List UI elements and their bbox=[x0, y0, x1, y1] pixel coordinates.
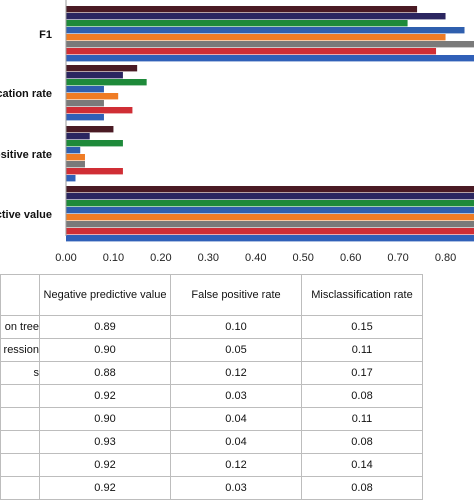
table-cell: 0.05 bbox=[170, 338, 302, 362]
bar-3-3 bbox=[66, 214, 474, 221]
table-cell: 0.10 bbox=[170, 315, 302, 339]
table-cell-model: s bbox=[0, 361, 40, 385]
x-tick-label-5: 0.50 bbox=[292, 252, 313, 264]
bar-chart: F1 ication rate ositive rate ictive value 0… bbox=[0, 0, 474, 264]
x-tick-label-6: 0.60 bbox=[340, 252, 361, 264]
table-cell: 0.04 bbox=[170, 430, 302, 454]
bar-2-6 bbox=[66, 133, 90, 140]
bar-2-4 bbox=[66, 147, 81, 154]
table-cell: 0.03 bbox=[170, 476, 302, 500]
table-row: 0.92 0.03 0.08 bbox=[0, 476, 423, 500]
table-cell: 0.93 bbox=[39, 430, 171, 454]
table-cell: 0.90 bbox=[39, 407, 171, 431]
bar-0-5 bbox=[66, 20, 408, 27]
table-cell: 0.08 bbox=[301, 476, 423, 500]
bar-0-6 bbox=[66, 13, 446, 20]
metrics-table: Negative predictive value False positive… bbox=[0, 274, 423, 500]
table-cell: 0.04 bbox=[170, 407, 302, 431]
table-cell: 0.11 bbox=[301, 407, 423, 431]
bar-2-2 bbox=[66, 161, 85, 168]
x-tick-label-4: 0.40 bbox=[245, 252, 266, 264]
bar-3-6 bbox=[66, 193, 474, 200]
bar-1-2 bbox=[66, 100, 104, 107]
bar-3-2 bbox=[66, 221, 474, 228]
table-row: 0.90 0.04 0.11 bbox=[0, 407, 423, 431]
table-row: 0.92 0.03 0.08 bbox=[0, 384, 423, 408]
table-cell: 0.89 bbox=[39, 315, 171, 339]
bar-1-4 bbox=[66, 86, 104, 93]
bar-1-1 bbox=[66, 107, 133, 114]
table-cell-model bbox=[0, 476, 40, 500]
category-label-3: ictive value bbox=[0, 209, 52, 221]
table-cell: 0.14 bbox=[301, 453, 423, 477]
table-cell: 0.92 bbox=[39, 453, 171, 477]
bar-1-5 bbox=[66, 79, 147, 86]
x-tick-label-3: 0.30 bbox=[198, 252, 219, 264]
x-tick-label-1: 0.10 bbox=[103, 252, 124, 264]
bar-3-1 bbox=[66, 228, 474, 235]
bar-1-7 bbox=[66, 65, 138, 72]
table-cell: 0.08 bbox=[301, 430, 423, 454]
table-header-model bbox=[0, 274, 40, 316]
bar-2-7 bbox=[66, 126, 114, 133]
table-header-npv: Negative predictive value bbox=[39, 274, 171, 316]
table-header-fpr: False positive rate bbox=[170, 274, 302, 316]
table-cell: 0.92 bbox=[39, 476, 171, 500]
x-tick-label-2: 0.20 bbox=[150, 252, 171, 264]
bar-1-3 bbox=[66, 93, 119, 100]
bar-2-3 bbox=[66, 154, 85, 161]
table-cell-model: ression bbox=[0, 338, 40, 362]
table-cell: 0.90 bbox=[39, 338, 171, 362]
category-label-2: ositive rate bbox=[0, 149, 52, 161]
table-cell: 0.08 bbox=[301, 384, 423, 408]
x-tick-labels: 0.00 0.10 0.20 0.30 0.40 0.50 0.60 0.70 0.80 bbox=[55, 252, 456, 264]
table-cell: 0.12 bbox=[170, 453, 302, 477]
category-labels: F1 ication rate ositive rate ictive value bbox=[0, 29, 52, 221]
table-cell: 0.03 bbox=[170, 384, 302, 408]
x-tick-label-7: 0.70 bbox=[387, 252, 408, 264]
category-label-1: ication rate bbox=[0, 88, 52, 100]
bar-0-1 bbox=[66, 48, 437, 55]
table-header-row: Negative predictive value False positive… bbox=[0, 274, 423, 316]
bar-0-4 bbox=[66, 27, 465, 34]
bar-0-0 bbox=[66, 55, 474, 62]
bar-1-0 bbox=[66, 114, 104, 121]
bar-0-2 bbox=[66, 41, 474, 48]
bar-3-7 bbox=[66, 186, 474, 193]
bar-0-7 bbox=[66, 6, 418, 13]
table-cell-model: on tree bbox=[0, 315, 40, 339]
category-label-0: F1 bbox=[39, 29, 52, 41]
table-row: 0.92 0.12 0.14 bbox=[0, 453, 423, 477]
table-cell: 0.15 bbox=[301, 315, 423, 339]
table-row: 0.93 0.04 0.08 bbox=[0, 430, 423, 454]
table-header-misclassification: Misclassification rate bbox=[301, 274, 423, 316]
table-cell: 0.92 bbox=[39, 384, 171, 408]
table-cell-model bbox=[0, 384, 40, 408]
bar-3-5 bbox=[66, 200, 474, 207]
table-row: ression 0.90 0.05 0.11 bbox=[0, 338, 423, 362]
bar-2-5 bbox=[66, 140, 123, 147]
table-cell: 0.17 bbox=[301, 361, 423, 385]
table-row: on tree 0.89 0.10 0.15 bbox=[0, 315, 423, 339]
bar-2-0 bbox=[66, 175, 76, 182]
table-cell: 0.88 bbox=[39, 361, 171, 385]
bar-3-4 bbox=[66, 207, 474, 214]
bar-0-3 bbox=[66, 34, 446, 41]
table-row: s 0.88 0.12 0.17 bbox=[0, 361, 423, 385]
bar-3-0 bbox=[66, 235, 474, 242]
bar-1-6 bbox=[66, 72, 123, 79]
bar-2-1 bbox=[66, 168, 123, 175]
table-cell-model bbox=[0, 453, 40, 477]
table-cell-model bbox=[0, 407, 40, 431]
x-tick-label-0: 0.00 bbox=[55, 252, 76, 264]
x-tick-label-8: 0.80 bbox=[435, 252, 456, 264]
table-cell: 0.12 bbox=[170, 361, 302, 385]
bar-layer bbox=[66, 6, 474, 242]
table-cell: 0.11 bbox=[301, 338, 423, 362]
table-cell-model bbox=[0, 430, 40, 454]
